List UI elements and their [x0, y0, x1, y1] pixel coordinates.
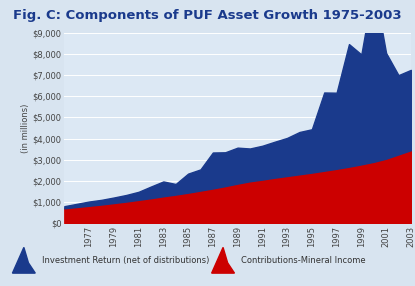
Text: Contributions-Mineral Income: Contributions-Mineral Income: [241, 256, 365, 265]
Polygon shape: [212, 247, 234, 273]
Y-axis label: (in millions): (in millions): [21, 103, 29, 153]
Text: Investment Return (net of distributions): Investment Return (net of distributions): [42, 256, 209, 265]
Polygon shape: [12, 247, 35, 273]
Text: Fig. C: Components of PUF Asset Growth 1975-2003: Fig. C: Components of PUF Asset Growth 1…: [13, 9, 402, 21]
